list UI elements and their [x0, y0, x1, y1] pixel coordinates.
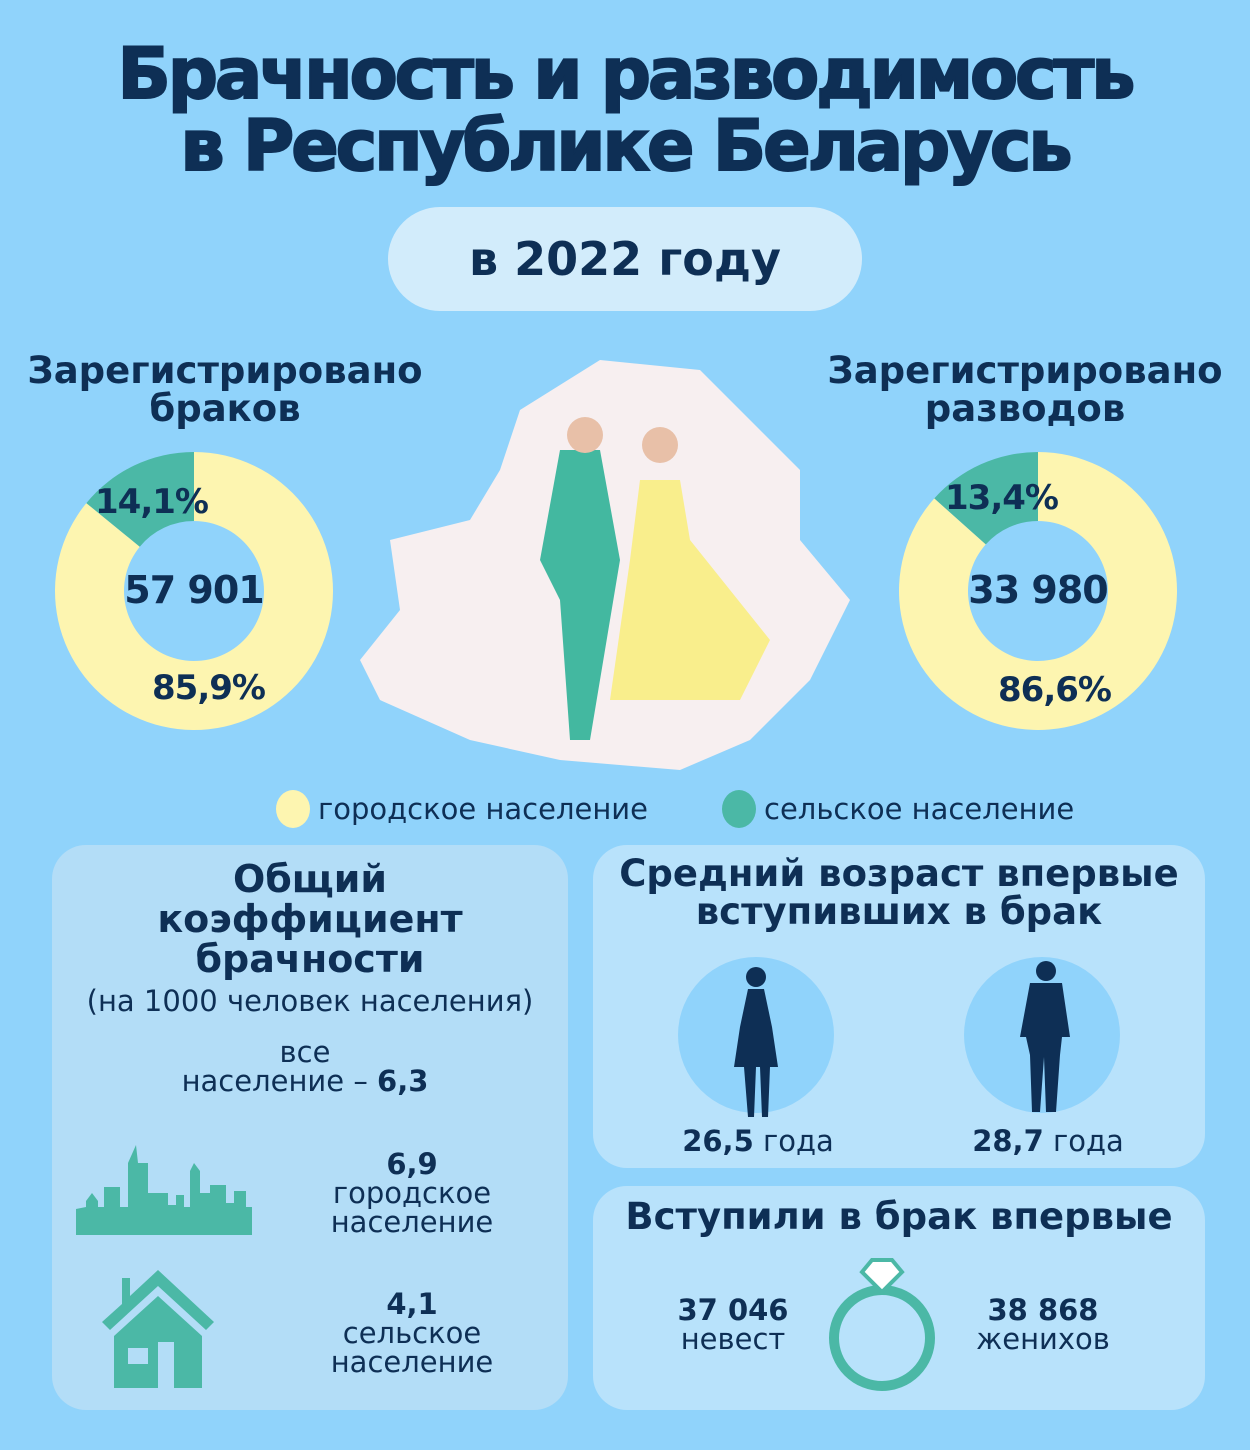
couple-illustration [540, 417, 770, 740]
marriages-rural-label: 14,1% [95, 482, 209, 522]
city-skyline-icon [76, 1145, 252, 1235]
ring-icon [829, 1258, 935, 1391]
urban-swatch [276, 790, 310, 828]
divorces-total: 33 980 [968, 568, 1108, 612]
rate-rural: 4,1 сельское население [330, 1287, 494, 1379]
marriages-urban-label: 85,9% [152, 668, 266, 708]
legend-urban: городское население [276, 790, 648, 828]
legend-rural-label: сельское население [764, 792, 1075, 826]
woman-icon [678, 957, 834, 1117]
donut-charts [54, 360, 1177, 770]
donut-slice-urban [54, 452, 334, 730]
year-badge: в 2022 году [388, 207, 862, 311]
rate-urban: 6,9 городское население [330, 1147, 494, 1239]
page-title: Брачность и разводимость в Республике Бел… [117, 33, 1137, 187]
man-icon [964, 957, 1120, 1113]
legend-urban-label: городское население [318, 792, 648, 826]
marriages-title: Зарегистрировано браков [27, 349, 423, 430]
rate-all: все население – 6,3 [181, 1035, 429, 1098]
brides: 37 046 невест [677, 1293, 789, 1356]
donut-slice-urban [898, 452, 1177, 730]
donut-slice-rural [86, 452, 194, 547]
first-marriage-panel: Вступили в брак впервые 37 046 невест 38 … [593, 1186, 1205, 1410]
marriages-total: 57 901 [124, 568, 264, 612]
rate-title: Общий коэффициент брачности [157, 857, 463, 981]
age-panel: Средний возраст впервые вступивших в брак… [593, 845, 1205, 1168]
rate-subtitle: (на 1000 человек населения) [86, 984, 534, 1018]
legend-rural: сельское население [722, 790, 1074, 828]
house-icon [102, 1270, 214, 1388]
age-title: Средний возраст впервые вступивших в брак [619, 852, 1179, 933]
divorces-rural-label: 13,4% [945, 478, 1059, 518]
male-age: 28,7 года [972, 1124, 1124, 1158]
rural-swatch [722, 790, 756, 828]
female-age: 26,5 года [682, 1124, 834, 1158]
divorces-urban-label: 86,6% [998, 670, 1112, 710]
donut-slice-rural [934, 452, 1038, 545]
divorces-title: Зарегистрировано разводов [827, 349, 1223, 430]
grooms: 38 868 женихов [976, 1293, 1110, 1356]
first-marriage-title: Вступили в брак впервые [625, 1195, 1173, 1238]
rate-panel: Общий коэффициент брачности (на 1000 челов… [52, 845, 568, 1410]
